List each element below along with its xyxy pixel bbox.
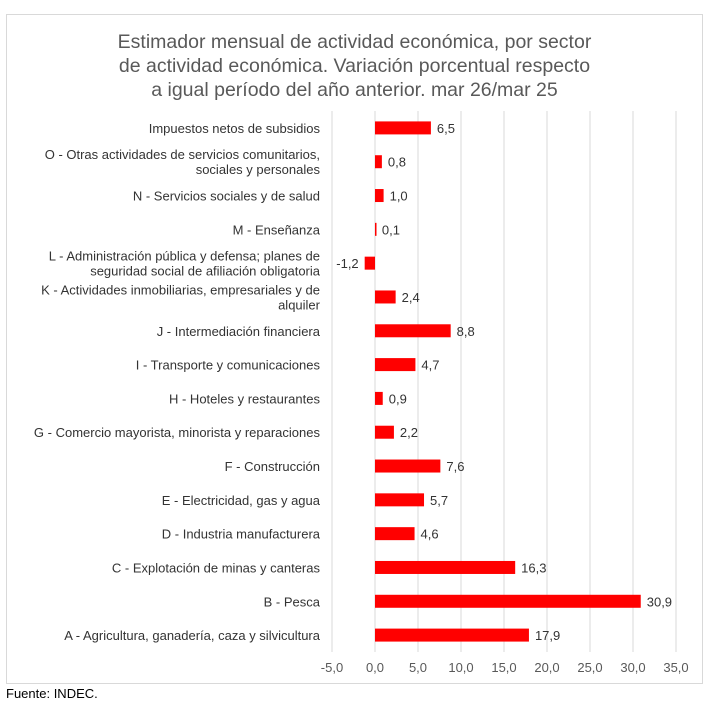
bar bbox=[375, 324, 451, 338]
category-label: G - Comercio mayorista, minorista y repa… bbox=[34, 425, 321, 440]
category-label: seguridad social de afiliación obligator… bbox=[90, 264, 321, 279]
data-label: 5,7 bbox=[430, 493, 448, 508]
category-label: H - Hoteles y restaurantes bbox=[169, 391, 321, 406]
data-label: 1,0 bbox=[390, 189, 408, 204]
x-tick-label: 15,0 bbox=[491, 660, 516, 675]
bar bbox=[375, 222, 377, 236]
category-label: L - Administración pública y defensa; pl… bbox=[49, 249, 320, 264]
source-note: Fuente: INDEC. bbox=[6, 686, 98, 701]
data-label: 2,4 bbox=[402, 290, 420, 305]
x-tick-label: 5,0 bbox=[409, 660, 427, 675]
bar bbox=[375, 155, 382, 169]
bar bbox=[375, 290, 396, 304]
chart-title-line-2: de actividad económica. Variación porcen… bbox=[118, 55, 591, 77]
chart-title-line-1: Estimador mensual de actividad económica… bbox=[117, 31, 592, 53]
category-label: E - Electricidad, gas y agua bbox=[162, 493, 321, 508]
x-tick-label: 35,0 bbox=[663, 660, 688, 675]
chart-title-line-3: a igual período del año anterior. mar 26… bbox=[151, 79, 558, 101]
category-label: alquiler bbox=[278, 297, 321, 312]
chart-title: Estimador mensual de actividad económica… bbox=[6, 30, 703, 102]
category-label: Impuestos netos de subsidios bbox=[149, 121, 321, 136]
data-label: 0,8 bbox=[388, 155, 406, 170]
bar bbox=[375, 493, 425, 507]
bar bbox=[375, 594, 641, 608]
bar bbox=[375, 391, 383, 405]
data-label: 2,2 bbox=[400, 425, 418, 440]
data-label: 30,9 bbox=[647, 594, 672, 609]
bar bbox=[375, 459, 441, 473]
bar bbox=[375, 560, 516, 574]
bar bbox=[375, 527, 415, 541]
category-label: M - Enseñanza bbox=[233, 222, 321, 237]
data-label: 17,9 bbox=[535, 628, 560, 643]
x-tick-label: 10,0 bbox=[448, 660, 473, 675]
x-tick-label: 30,0 bbox=[620, 660, 645, 675]
category-label: K - Actividades inmobiliarias, empresari… bbox=[41, 282, 320, 297]
data-label: 7,6 bbox=[446, 459, 464, 474]
data-label: 16,3 bbox=[521, 560, 546, 575]
data-label: -1,2 bbox=[336, 256, 358, 271]
category-label: J - Intermediación financiera bbox=[157, 324, 321, 339]
data-label: 6,5 bbox=[437, 121, 455, 136]
category-label: sociales y personales bbox=[196, 162, 321, 177]
category-label: B - Pesca bbox=[264, 594, 321, 609]
category-label: F - Construcción bbox=[225, 459, 320, 474]
bar bbox=[364, 256, 375, 270]
category-label: O - Otras actividades de servicios comun… bbox=[45, 147, 320, 162]
x-tick-label: 25,0 bbox=[577, 660, 602, 675]
category-label: D - Industria manufacturera bbox=[162, 527, 321, 542]
x-tick-label: 0,0 bbox=[366, 660, 384, 675]
bar bbox=[375, 425, 394, 439]
bar bbox=[375, 358, 416, 372]
data-label: 4,6 bbox=[421, 527, 439, 542]
data-label: 0,9 bbox=[389, 391, 407, 406]
x-tick-label: 20,0 bbox=[534, 660, 559, 675]
chart-frame bbox=[6, 14, 703, 684]
data-label: 4,7 bbox=[421, 358, 439, 373]
x-tick-label: -5,0 bbox=[321, 660, 343, 675]
bar bbox=[375, 189, 384, 203]
bar bbox=[375, 628, 529, 642]
data-label: 8,8 bbox=[457, 324, 475, 339]
data-label: 0,1 bbox=[382, 222, 400, 237]
category-label: C - Explotación de minas y canteras bbox=[112, 560, 321, 575]
category-label: N - Servicios sociales y de salud bbox=[133, 189, 320, 204]
category-label: I - Transporte y comunicaciones bbox=[136, 358, 321, 373]
bar bbox=[375, 121, 431, 135]
category-label: A - Agricultura, ganadería, caza y silvi… bbox=[64, 628, 321, 643]
